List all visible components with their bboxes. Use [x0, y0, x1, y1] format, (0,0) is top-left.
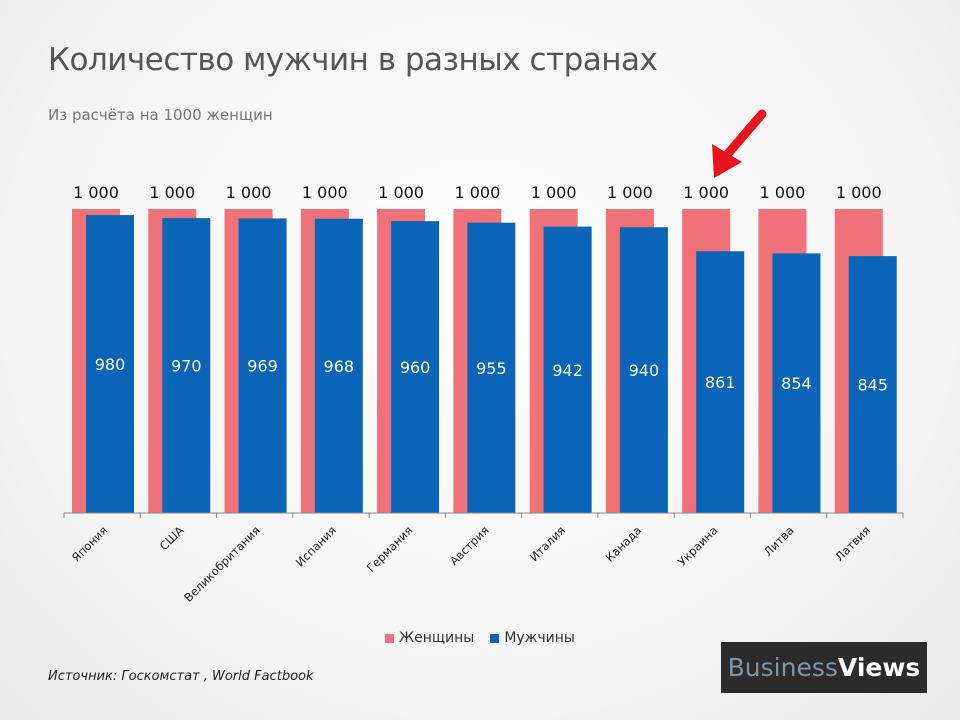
logo-text-views: Views — [837, 653, 921, 682]
source-note: Источник: Госкомстат , World Factbook — [48, 669, 314, 684]
x-tick-label: Великобритания — [181, 523, 263, 605]
businessviews-logo: Business Views — [721, 642, 927, 693]
x-tick-label: Латвия — [832, 523, 873, 564]
x-tick-label: Япония — [69, 523, 110, 564]
bar-men — [86, 215, 134, 513]
data-label-men: 980 — [95, 355, 126, 374]
x-tick-label: Украина — [675, 523, 720, 568]
logo-text-business: Business — [727, 653, 838, 682]
bar-men — [772, 253, 821, 513]
data-label-women: 1 000 — [760, 183, 806, 202]
data-label-men: 942 — [552, 361, 583, 380]
data-label-men: 845 — [857, 376, 888, 395]
data-label-men: 969 — [247, 357, 278, 376]
bar-men — [162, 218, 211, 513]
bar-men — [467, 222, 516, 513]
x-tick-label: Австрия — [447, 523, 492, 568]
data-label-women: 1 000 — [149, 183, 195, 202]
bar-men — [314, 218, 363, 513]
chart-title: Количество мужчин в разных странах — [48, 42, 658, 78]
highlight-arrow-icon — [712, 109, 767, 178]
legend-item-men: Мужчины — [490, 630, 575, 646]
bar-men — [238, 218, 287, 513]
data-label-men: 861 — [705, 373, 736, 392]
data-label-men: 960 — [400, 358, 431, 377]
data-label-men: 968 — [324, 357, 355, 376]
bar-men — [543, 226, 592, 513]
data-label-women: 1 000 — [302, 183, 348, 202]
x-tick-label: Литва — [761, 523, 797, 559]
data-label-men: 970 — [171, 357, 202, 376]
x-tick-label: Германия — [364, 523, 416, 575]
x-tick-label: Италия — [527, 523, 568, 564]
bar-men — [391, 221, 440, 513]
data-label-women: 1 000 — [378, 183, 424, 202]
chart-legend: Женщины Мужчины — [385, 630, 585, 646]
data-label-women: 1 000 — [531, 183, 577, 202]
legend-swatch-men — [490, 633, 500, 643]
data-label-men: 955 — [476, 359, 507, 378]
legend-swatch-women — [385, 633, 394, 643]
data-label-women: 1 000 — [683, 183, 729, 202]
legend-item-women: Женщины — [385, 630, 474, 646]
legend-label-men: Мужчины — [504, 630, 575, 646]
x-tick-label: Испания — [293, 523, 339, 569]
data-label-women: 1 000 — [226, 183, 272, 202]
x-tick-label: США — [157, 523, 187, 553]
bar-men — [696, 251, 745, 514]
data-label-men: 854 — [781, 374, 812, 393]
chart-subtitle: Из расчёта на 1000 женщин — [48, 106, 273, 124]
data-label-women: 1 000 — [73, 183, 119, 202]
bar-men — [619, 227, 668, 514]
data-label-women: 1 000 — [607, 183, 653, 202]
data-label-women: 1 000 — [454, 183, 500, 202]
data-label-men: 940 — [629, 361, 660, 380]
legend-label-women: Женщины — [399, 630, 475, 646]
bar-men — [848, 256, 897, 513]
x-tick-label: Канада — [603, 523, 645, 565]
data-label-women: 1 000 — [836, 183, 882, 202]
